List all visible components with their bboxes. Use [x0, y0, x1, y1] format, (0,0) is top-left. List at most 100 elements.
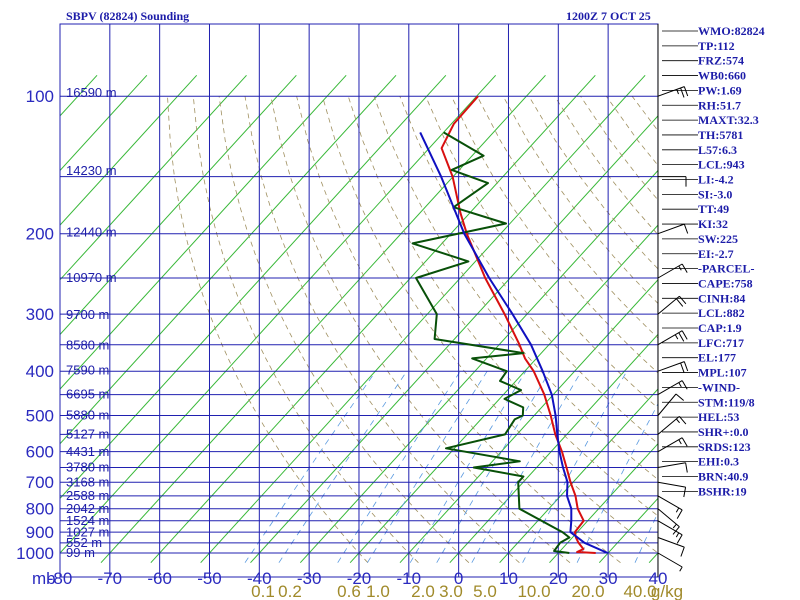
- height-label: 2042 m: [66, 501, 109, 516]
- mixing-ratio-line: [634, 511, 658, 563]
- mixing-ratio-label: 0.6: [337, 582, 361, 600]
- wind-barb: [657, 295, 687, 315]
- index-value: RH:51.7: [698, 98, 741, 112]
- isotherm-line: [200, 74, 646, 564]
- temp-tick-label: 0: [454, 569, 463, 588]
- index-value: EI:-2.7: [698, 247, 734, 261]
- isotherm-line: [499, 388, 658, 564]
- temp-tick-label: 20: [549, 569, 568, 588]
- wind-barb: [657, 481, 687, 498]
- wind-barb: [657, 361, 689, 373]
- wind-barb: [657, 495, 683, 519]
- wind-barb: [657, 552, 683, 572]
- dry-adiabat: [347, 96, 658, 517]
- isotherm-line: [749, 75, 800, 562]
- dry-adiabat: [244, 96, 520, 563]
- mixing-ratio-label: g/kg: [651, 582, 683, 600]
- chart-header: SBPV (82824) Sounding 1200Z 7 OCT 25: [66, 9, 651, 23]
- isotherm-line: [100, 74, 546, 564]
- index-value: STM:119/8: [698, 395, 755, 409]
- dewpoint-profile: [411, 131, 571, 554]
- station-title: SBPV (82824) Sounding: [66, 9, 189, 23]
- height-label: 4431 m: [66, 444, 109, 459]
- index-panel: WMO:82824TP:112FRZ:574WB0:660PW:1.69RH:5…: [662, 24, 765, 498]
- isotherm-line: [399, 279, 658, 564]
- dry-adiabat: [502, 96, 658, 304]
- isotherm-line: [150, 74, 596, 564]
- profiles: [411, 95, 609, 554]
- wind-barb: [657, 520, 683, 544]
- temp-tick-label: -30: [297, 569, 322, 588]
- index-value: LFC:717: [698, 336, 744, 350]
- temp-tick-label: -40: [247, 569, 272, 588]
- pressure-tick-label: 1000: [16, 544, 54, 563]
- wind-barb: [657, 437, 688, 453]
- index-value: FRZ:574: [698, 54, 744, 68]
- index-value: WB0:660: [698, 69, 746, 83]
- pressure-tick-label: 300: [26, 305, 54, 324]
- reference-lines: [60, 74, 800, 564]
- mixing-ratio-line: [522, 371, 628, 563]
- index-value: EHI:0.3: [698, 455, 739, 469]
- index-value: WMO:82824: [698, 24, 765, 38]
- height-label: 3168 m: [66, 474, 109, 489]
- pressure-tick-label: 900: [26, 523, 54, 542]
- dry-adiabat: [399, 96, 658, 445]
- mixing-ratio-line: [576, 402, 658, 563]
- dry-adiabat: [322, 96, 658, 554]
- dry-adiabat: [218, 96, 470, 563]
- index-value: -WIND-: [698, 380, 740, 394]
- temp-tick-label: -60: [147, 569, 172, 588]
- wind-barb: [657, 330, 688, 346]
- wind-barb: [657, 416, 687, 435]
- isotherm-line: [60, 74, 297, 336]
- wind-barb: [657, 462, 688, 473]
- mixing-ratio-line: [337, 370, 461, 563]
- index-value: MAXT:32.3: [698, 113, 759, 127]
- grid: [59, 23, 659, 578]
- mixing-ratio-label: 40.0: [623, 582, 656, 600]
- height-label: 3780 m: [66, 460, 109, 475]
- dry-adiabat: [167, 96, 369, 563]
- temp-tick-label: -80: [48, 569, 73, 588]
- index-value: SW:225: [698, 232, 738, 246]
- pressure-tick-label: 800: [26, 500, 54, 519]
- dry-adiabat: [270, 96, 571, 564]
- height-label: 5880 m: [66, 407, 109, 422]
- wind-barb: [657, 86, 689, 98]
- mixing-ratio-label: 0.1: [251, 582, 275, 600]
- mixing-ratio-line: [278, 370, 408, 563]
- height-label: 552 m: [66, 535, 102, 550]
- height-label: 1524 m: [66, 513, 109, 528]
- height-label: 5127 m: [66, 426, 109, 441]
- index-value: BSHR:19: [698, 484, 747, 498]
- pressure-tick-label: 400: [26, 362, 54, 381]
- index-value: BRN:40.9: [698, 470, 748, 484]
- height-label: 9700 m: [66, 307, 109, 322]
- index-value: LCL:943: [698, 158, 745, 172]
- index-value: TT:49: [698, 202, 729, 216]
- mixing-ratio-label: 5.0: [473, 582, 497, 600]
- isotherm-line: [549, 442, 658, 564]
- isotherm-line: [60, 74, 497, 554]
- pressure-tick-label: 700: [26, 473, 54, 492]
- isotherm-line: [60, 74, 148, 172]
- height-label: 8580 m: [66, 338, 109, 353]
- temp-tick-label: 40: [648, 569, 667, 588]
- pressure-tick-label: 600: [26, 443, 54, 462]
- wind-barbs: [657, 24, 689, 577]
- temp-tick-label: -70: [98, 569, 123, 588]
- pressure-tick-label: 100: [26, 87, 54, 106]
- observation-time: 1200Z 7 OCT 25: [566, 9, 651, 23]
- parcel-profile: [419, 131, 609, 554]
- index-value: PW:1.69: [698, 83, 742, 97]
- wind-barb: [658, 176, 687, 187]
- pressure-tick-label: 500: [26, 406, 54, 425]
- isotherm-line: [250, 115, 658, 564]
- mixing-ratio-label: 2.0: [411, 582, 435, 600]
- index-value: TH:5781: [698, 128, 743, 142]
- index-value: KI:32: [698, 217, 728, 231]
- index-value: SRDS:123: [698, 440, 751, 454]
